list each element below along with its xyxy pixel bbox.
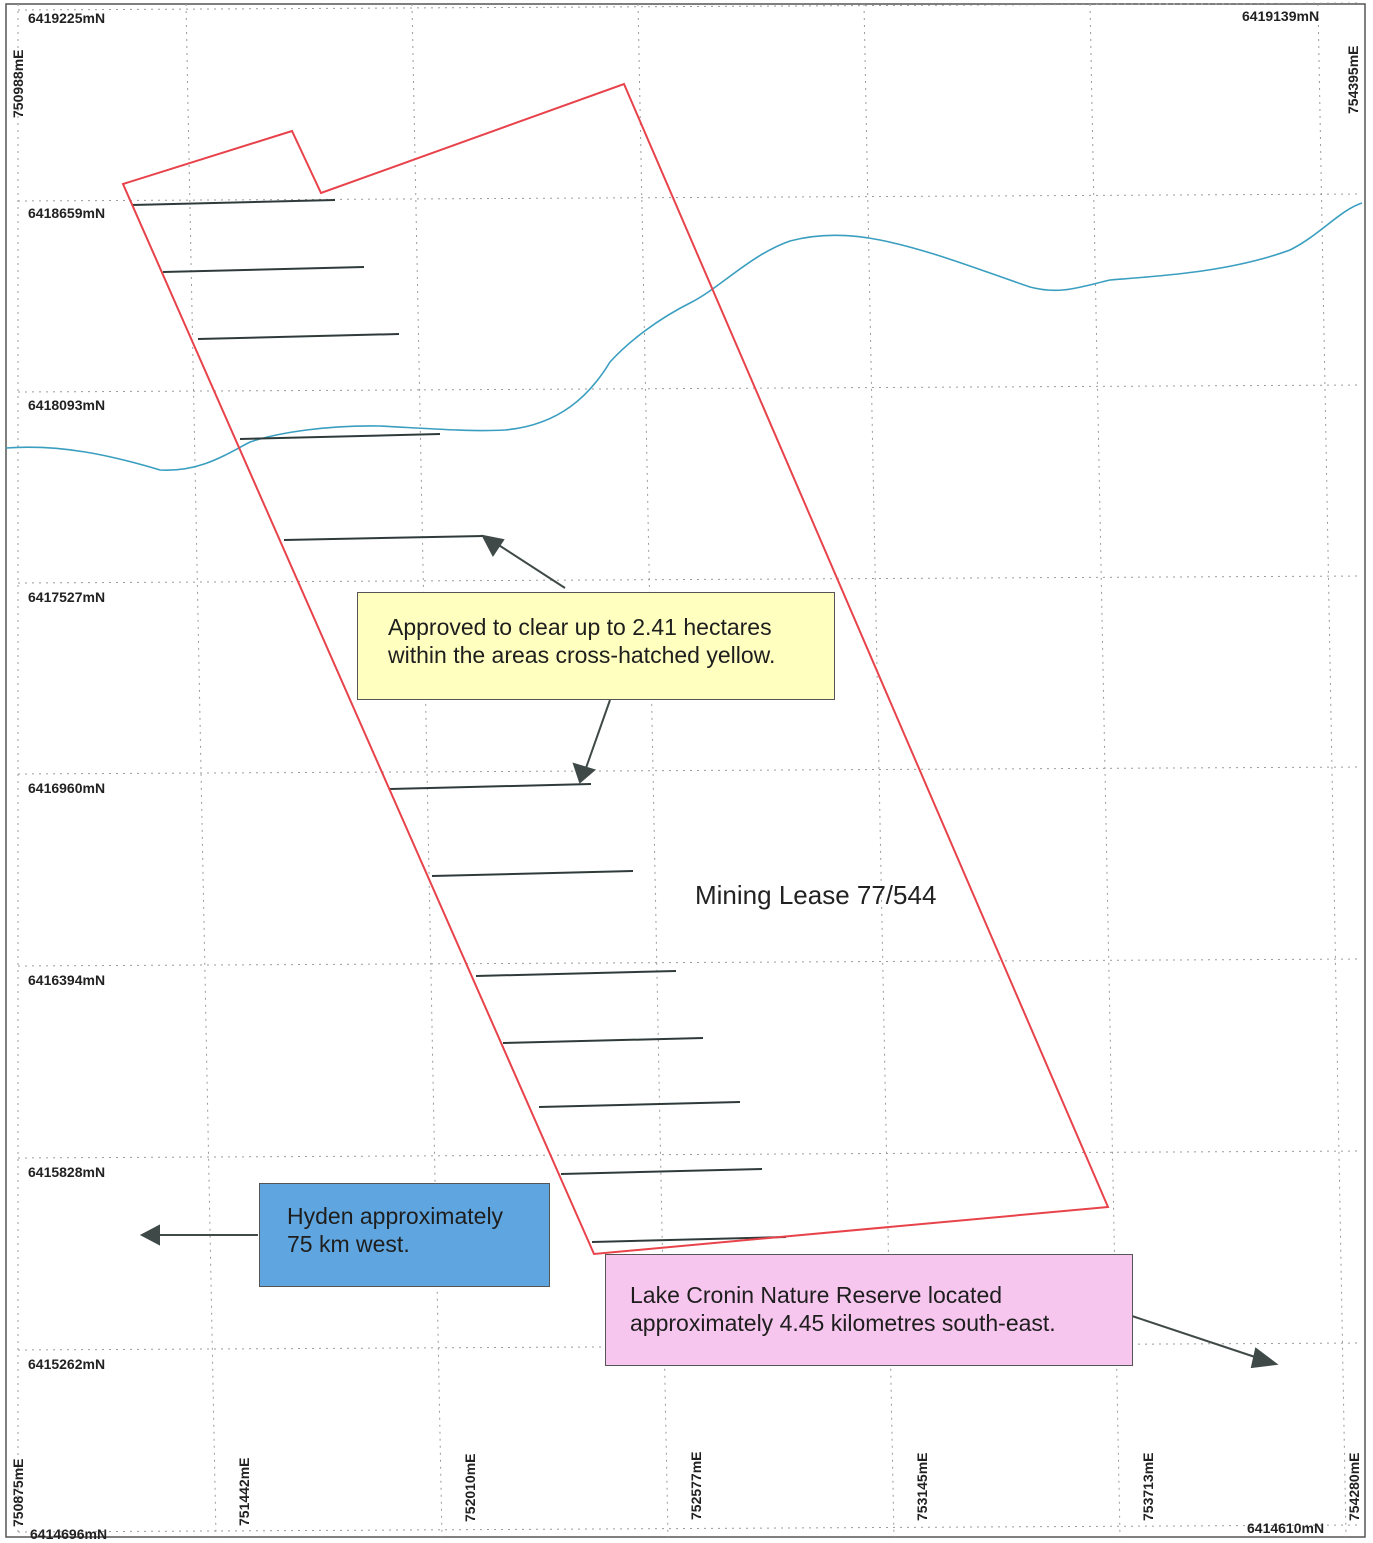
grid-line-n-2 [17, 384, 1363, 393]
hyden-callout-line1: Hyden approximately [287, 1203, 504, 1229]
grid-line-e-6 [1317, 3, 1347, 1538]
arrows [139, 534, 1279, 1369]
clearing-line [389, 783, 592, 790]
clearing-line [197, 333, 400, 340]
clearing-line [475, 970, 677, 977]
clearing-line [560, 1168, 763, 1175]
mining-lease-label: Mining Lease 77/544 [695, 880, 937, 910]
grid-line-n-6 [17, 1150, 1363, 1159]
mining-lease-boundary [121, 82, 1110, 1256]
map-border [5, 3, 1366, 1538]
easting-label-top-right: 754395mE [1345, 45, 1361, 114]
easting-label: 750875mE [10, 1458, 26, 1527]
easting-label: 752010mE [462, 1453, 478, 1522]
northing-label-top-right: 6419139mN [1242, 8, 1320, 24]
grid-line-e-2 [411, 3, 443, 1538]
northing-label: 6416394mN [28, 972, 106, 988]
approved-callout-line2: within the areas cross-hatched yellow. [388, 642, 776, 668]
easting-label: 751442mE [236, 1457, 252, 1526]
grid-line-n-4 [17, 766, 1363, 775]
northing-label: 6416960mN [28, 780, 106, 796]
approved-clearing-callout: Approved to clear up to 2.41 hectares wi… [357, 592, 835, 700]
clearing-line [538, 1101, 741, 1108]
easting-label: 754280mE [1346, 1452, 1362, 1521]
clearing-line [162, 266, 365, 273]
northing-label: 6419225mN [28, 10, 106, 26]
lake-cronin-callout: Lake Cronin Nature Reserve located appro… [605, 1254, 1133, 1366]
arrow-lake-shaft [1131, 1315, 1259, 1359]
clearing-areas [131, 199, 787, 1243]
northing-label: 6418093mN [28, 397, 106, 413]
arrow-approved-down-head [572, 762, 597, 784]
easting-label: 752577mE [688, 1451, 704, 1520]
grid-line-n-0 [17, 2, 1363, 11]
hyden-callout: Hyden approximately 75 km west. [259, 1183, 550, 1287]
northing-label: 6417527mN [28, 589, 106, 605]
approved-callout-line1: Approved to clear up to 2.41 hectares [388, 614, 772, 640]
northing-label-bottom-right: 6414610mN [1247, 1520, 1325, 1536]
grid-line-n-5 [17, 958, 1363, 967]
northing-label: 6418659mN [28, 205, 106, 221]
grid-lines [17, 2, 1363, 1538]
clearing-line [431, 870, 634, 877]
clearing-line [502, 1037, 704, 1044]
lake-callout-line2: approximately 4.45 kilometres south-east… [630, 1310, 1056, 1336]
grid-line-n-3 [17, 575, 1363, 584]
arrow-approved-up-head [481, 534, 505, 557]
easting-label: 753145mE [914, 1452, 930, 1521]
arrow-approved-up-shaft [493, 541, 566, 589]
northing-label: 6415262mN [28, 1356, 106, 1372]
arrow-hyden-head [139, 1224, 160, 1246]
arrow-approved-down-shaft [585, 699, 611, 769]
grid-line-e-1 [185, 3, 217, 1538]
drainage-line [5, 202, 1363, 471]
clearing-line [239, 433, 441, 440]
clearing-line [591, 1236, 787, 1243]
grid-line-n-8 [17, 1524, 1363, 1533]
hyden-callout-line2: 75 km west. [287, 1231, 410, 1257]
easting-label: 753713mE [1140, 1452, 1156, 1521]
clearing-line [283, 535, 485, 541]
lake-callout-line1: Lake Cronin Nature Reserve located [630, 1282, 1003, 1308]
grid-line-n-1 [17, 193, 1363, 202]
easting-label-top-left: 750988mE [10, 49, 26, 118]
northing-label: 6415828mN [28, 1164, 106, 1180]
arrow-lake-head [1250, 1347, 1279, 1369]
northing-label: 6414696mN [30, 1526, 108, 1542]
clearing-line [131, 199, 336, 206]
